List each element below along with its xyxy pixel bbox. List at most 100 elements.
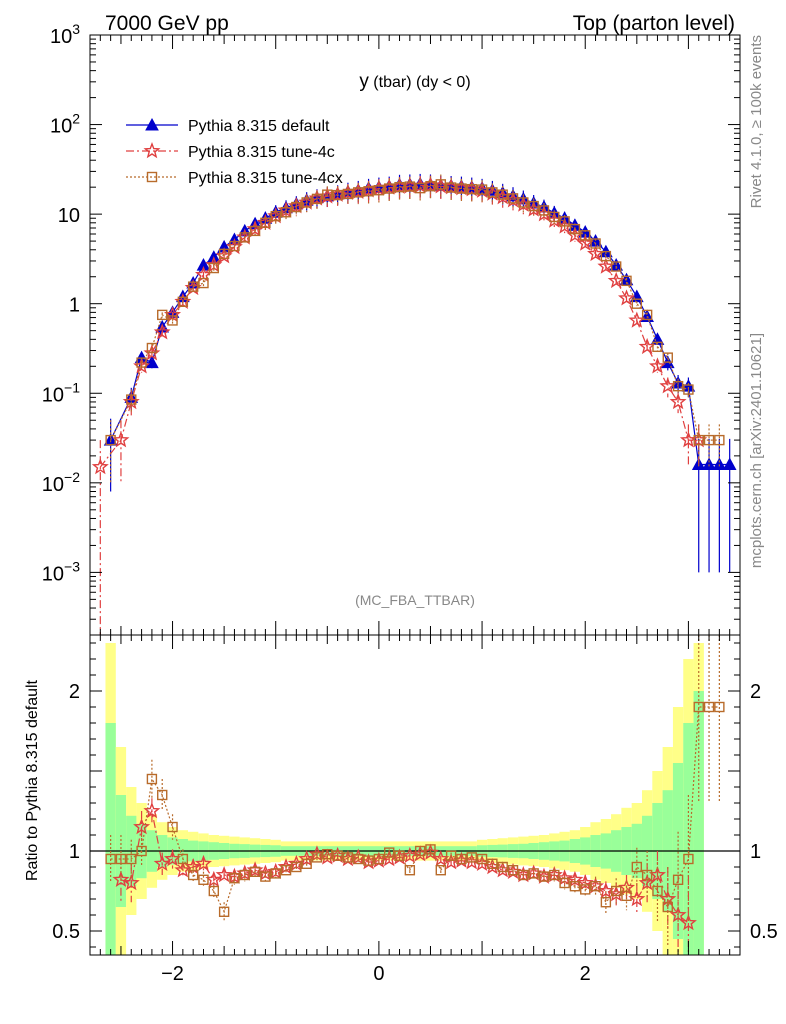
data-point bbox=[621, 890, 632, 901]
data-point bbox=[476, 853, 488, 865]
data-point bbox=[342, 188, 354, 200]
analysis-name-label: (MC_FBA_TTBAR) bbox=[355, 592, 475, 608]
data-point bbox=[445, 182, 457, 193]
ratio-series-tune-4cx bbox=[105, 635, 725, 947]
data-point bbox=[456, 853, 467, 865]
data-point bbox=[621, 275, 632, 287]
data-point bbox=[559, 877, 570, 889]
data-point bbox=[164, 850, 182, 867]
y-tick-label-base: 10 bbox=[42, 474, 64, 496]
data-point bbox=[208, 885, 220, 897]
series-tune-4c bbox=[91, 175, 708, 635]
data-point bbox=[136, 845, 147, 857]
series-line-tune-4cx bbox=[110, 183, 720, 441]
data-point bbox=[518, 869, 529, 881]
y-tick-label: 10−2 bbox=[42, 469, 80, 496]
data-point bbox=[153, 854, 171, 872]
data-point bbox=[618, 289, 636, 306]
data-point bbox=[693, 701, 704, 713]
data-point bbox=[497, 189, 508, 200]
data-point bbox=[693, 434, 704, 446]
data-point bbox=[187, 281, 199, 292]
data-point bbox=[394, 850, 405, 861]
data-point bbox=[177, 853, 189, 865]
data-point bbox=[174, 861, 192, 878]
data-point bbox=[607, 271, 625, 289]
data-point bbox=[435, 179, 446, 190]
data-point bbox=[487, 858, 498, 869]
data-point bbox=[641, 869, 653, 881]
data-point bbox=[249, 866, 261, 877]
data-point bbox=[311, 193, 323, 205]
legend-entry-tune-4c: Pythia 8.315 tune-4c bbox=[126, 142, 335, 161]
data-point bbox=[126, 853, 137, 865]
data-point bbox=[301, 197, 312, 208]
data-point bbox=[487, 187, 498, 198]
data-point bbox=[167, 315, 178, 326]
data-point bbox=[672, 874, 684, 885]
data-point bbox=[702, 457, 716, 471]
y-tick-label: 103 bbox=[50, 21, 80, 48]
data-point bbox=[270, 868, 281, 879]
y-tick-label-base: 1 bbox=[69, 295, 80, 317]
header-energy-label: 7000 GeV pp bbox=[105, 12, 229, 35]
data-point bbox=[569, 881, 581, 892]
data-point bbox=[652, 885, 663, 897]
data-point bbox=[662, 901, 673, 913]
data-point bbox=[648, 357, 666, 374]
data-point bbox=[679, 914, 697, 931]
data-point bbox=[363, 855, 374, 866]
data-point bbox=[456, 183, 467, 194]
data-point bbox=[641, 309, 653, 321]
data-point bbox=[610, 885, 622, 897]
data-point bbox=[404, 865, 416, 876]
ratio-plot-panel: 0.5 0.5 1 1 2 2 −2 0 2 Ratio to Pythia 8.315 de… bbox=[24, 35, 778, 985]
y-tick-label-base: 10 bbox=[42, 563, 64, 585]
data-point bbox=[703, 701, 715, 713]
data-point bbox=[597, 882, 615, 899]
data-point bbox=[298, 850, 316, 867]
data-point bbox=[518, 197, 529, 208]
data-point bbox=[218, 248, 230, 260]
data-point bbox=[528, 868, 539, 879]
data-point bbox=[133, 818, 151, 835]
data-point bbox=[631, 298, 643, 309]
data-point bbox=[580, 230, 591, 241]
y-tick-label: 102 bbox=[50, 111, 80, 138]
data-point bbox=[587, 244, 605, 262]
x-tick-label: 0 bbox=[373, 963, 384, 985]
y-tick-label-base: 10 bbox=[42, 384, 64, 406]
y-tick-label: 10−1 bbox=[42, 379, 80, 406]
data-point bbox=[538, 871, 550, 882]
data-point bbox=[342, 852, 354, 863]
data-point bbox=[538, 205, 550, 216]
data-point bbox=[373, 853, 385, 865]
y-tick-label-exponent: 2 bbox=[72, 111, 80, 127]
data-point bbox=[435, 865, 446, 876]
data-point bbox=[112, 870, 130, 888]
data-point bbox=[476, 184, 488, 195]
data-point bbox=[683, 384, 694, 395]
data-point bbox=[115, 853, 127, 865]
data-point bbox=[528, 200, 539, 212]
legend-entry-default: Pythia 8.315 default bbox=[126, 117, 330, 135]
data-point bbox=[353, 853, 364, 865]
data-point bbox=[703, 434, 715, 446]
y-tick-label-base: 10 bbox=[50, 116, 72, 138]
plot-title: y (tbar) (dy < 0) bbox=[359, 71, 470, 92]
data-point bbox=[590, 881, 601, 892]
data-point bbox=[559, 216, 570, 227]
ratio-y-tick-label-right: 1 bbox=[750, 841, 761, 863]
series-default bbox=[103, 173, 737, 573]
data-point bbox=[91, 458, 109, 475]
data-point bbox=[112, 431, 130, 448]
y-tick-label-exponent: 3 bbox=[72, 21, 80, 37]
plot-title-variable: y bbox=[359, 71, 369, 92]
data-point bbox=[507, 865, 519, 876]
data-point bbox=[218, 906, 230, 917]
x-tick-label: 2 bbox=[580, 963, 591, 985]
data-point bbox=[628, 311, 646, 328]
